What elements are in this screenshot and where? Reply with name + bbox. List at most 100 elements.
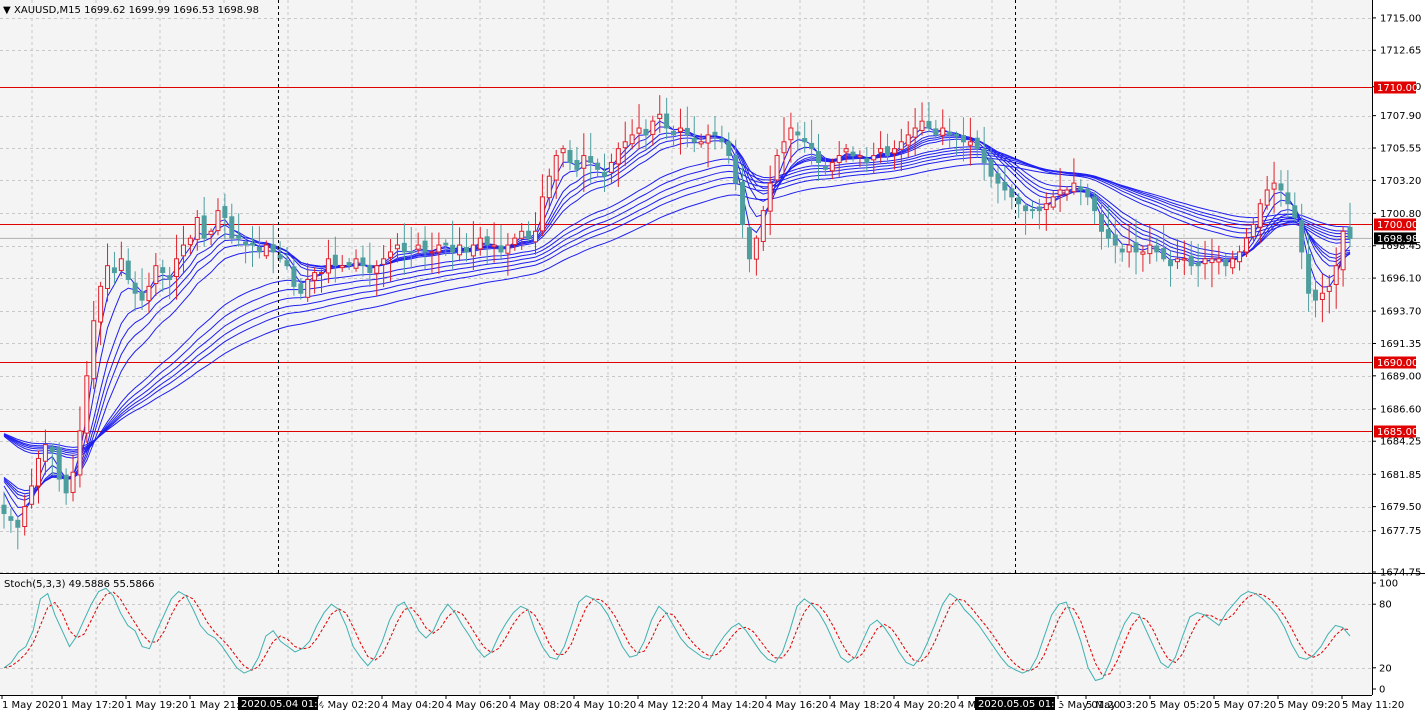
candle-body xyxy=(249,242,255,246)
candle-body xyxy=(346,262,352,267)
candle-body xyxy=(1119,248,1125,253)
candle-body xyxy=(222,206,228,219)
candle-body xyxy=(415,244,421,250)
ma-line xyxy=(3,131,1351,501)
level-tag-label: 1690.00 xyxy=(1377,358,1418,369)
level-tag-label: 1685.00 xyxy=(1377,427,1418,438)
candle-body xyxy=(636,127,642,134)
candle-body xyxy=(1050,196,1056,208)
candle-body xyxy=(1043,203,1049,211)
candle-body xyxy=(91,320,97,380)
crosshair-time-tag xyxy=(975,697,1055,710)
candle-body xyxy=(201,215,207,239)
level-tag xyxy=(1374,81,1416,94)
candle-body xyxy=(1195,262,1201,267)
time-axis[interactable]: 1 May 2020 1 May 17:20 1 May 19:20 1 May 21… xyxy=(1,695,1404,711)
candle-body xyxy=(809,142,815,150)
candle-body xyxy=(1071,182,1077,193)
candle-body xyxy=(532,230,538,243)
stoch-tick-label: 80 xyxy=(1379,600,1392,611)
candle-body xyxy=(1250,223,1256,238)
candle-body xyxy=(933,128,939,136)
time-tick-label: 1 May 17:20 xyxy=(62,700,124,711)
candle-body xyxy=(1285,192,1291,205)
candle-body xyxy=(15,519,21,528)
crosshair-time-label: 2020.05.04 01:05 xyxy=(241,699,330,710)
candle-body xyxy=(857,155,863,158)
time-tick-label: 4 May 08:20 xyxy=(510,700,572,711)
candle-body xyxy=(802,138,808,143)
ma-line xyxy=(3,136,1351,495)
candle-body xyxy=(194,217,200,240)
candle-body xyxy=(940,127,946,136)
candle-body xyxy=(898,141,904,150)
candle-body xyxy=(829,161,835,172)
candle-body xyxy=(1147,244,1153,255)
candle-body xyxy=(988,158,994,177)
candle-body xyxy=(705,134,711,144)
candle-body xyxy=(270,244,276,253)
candle-body xyxy=(132,282,138,294)
candle-body xyxy=(919,120,925,131)
candle-body xyxy=(77,430,83,476)
ma-line xyxy=(3,138,1351,492)
candle-body xyxy=(740,181,746,225)
candle-body xyxy=(588,156,594,163)
time-tick-label: 4 May 04:20 xyxy=(382,700,444,711)
crosshair-time-tags: 2020.05.04 01:05 2020.05.05 01:05 xyxy=(238,697,1067,710)
crosshair-lines xyxy=(278,0,1016,695)
candle-body xyxy=(595,162,601,170)
candle-body xyxy=(484,236,490,246)
candle-body xyxy=(443,242,449,246)
ma-line xyxy=(3,126,1351,508)
candle-body xyxy=(788,127,794,141)
stoch-header: Stoch(5,3,3) 49.5886 55.5866 xyxy=(4,579,155,590)
time-tick-label: 4 May 02:20 xyxy=(318,700,380,711)
candle-body xyxy=(608,161,614,173)
candle-body xyxy=(236,235,242,239)
time-tick-label: 5 May 11:20 xyxy=(1342,700,1404,711)
time-tick-label: 5 May 03:20 xyxy=(1086,700,1148,711)
candle-body xyxy=(256,246,262,253)
candle-body xyxy=(1237,251,1243,263)
symbol-dropdown-icon[interactable]: ▼ xyxy=(3,5,11,16)
candle-body xyxy=(63,474,69,494)
candle-body xyxy=(816,151,822,163)
price-tick-label: 1684.25 xyxy=(1380,437,1421,448)
ma-line xyxy=(3,134,1351,498)
candle-body xyxy=(781,141,787,154)
candle-body xyxy=(1264,189,1270,206)
candle-body xyxy=(381,258,387,265)
candle-body xyxy=(450,244,456,253)
candle-body xyxy=(1029,209,1035,212)
candle-body xyxy=(954,134,960,137)
candle-body xyxy=(1209,258,1215,264)
price-tick-label: 1700.80 xyxy=(1380,209,1421,220)
candle-body xyxy=(1333,265,1339,285)
time-tick-label: 5 May 09:20 xyxy=(1278,700,1340,711)
time-tick-label: 4 May 06:20 xyxy=(446,700,508,711)
stoch-tick-label: 100 xyxy=(1379,579,1398,590)
candle-body xyxy=(229,216,235,239)
candle-body xyxy=(885,146,891,157)
candle-body xyxy=(477,237,483,250)
candle-body xyxy=(84,375,90,434)
ma-line xyxy=(3,151,1351,454)
candle-body xyxy=(553,155,559,181)
candle-body xyxy=(967,141,973,146)
time-tick-label: 5 May 01:20 xyxy=(1058,700,1120,711)
time-tick-label: 5 May 05:20 xyxy=(1150,700,1212,711)
candle-body xyxy=(795,131,801,136)
time-tick-label: 1 May 2020 xyxy=(2,700,61,711)
candle-body xyxy=(56,447,62,480)
candle-body xyxy=(332,254,338,267)
candle-body xyxy=(367,264,373,274)
time-tick-label: 4 May 10:20 xyxy=(574,700,636,711)
symbol-header: XAUUSD,M15 1699.62 1699.99 1696.53 1698.… xyxy=(14,5,259,16)
price-tick-label: 1686.60 xyxy=(1380,404,1421,415)
price-tick-label: 1696.10 xyxy=(1380,274,1421,285)
price-axis[interactable]: 1715.00 1712.65 1710.00 1707.90 1705.55 1703.… xyxy=(1372,13,1421,579)
candle-body xyxy=(111,267,117,274)
